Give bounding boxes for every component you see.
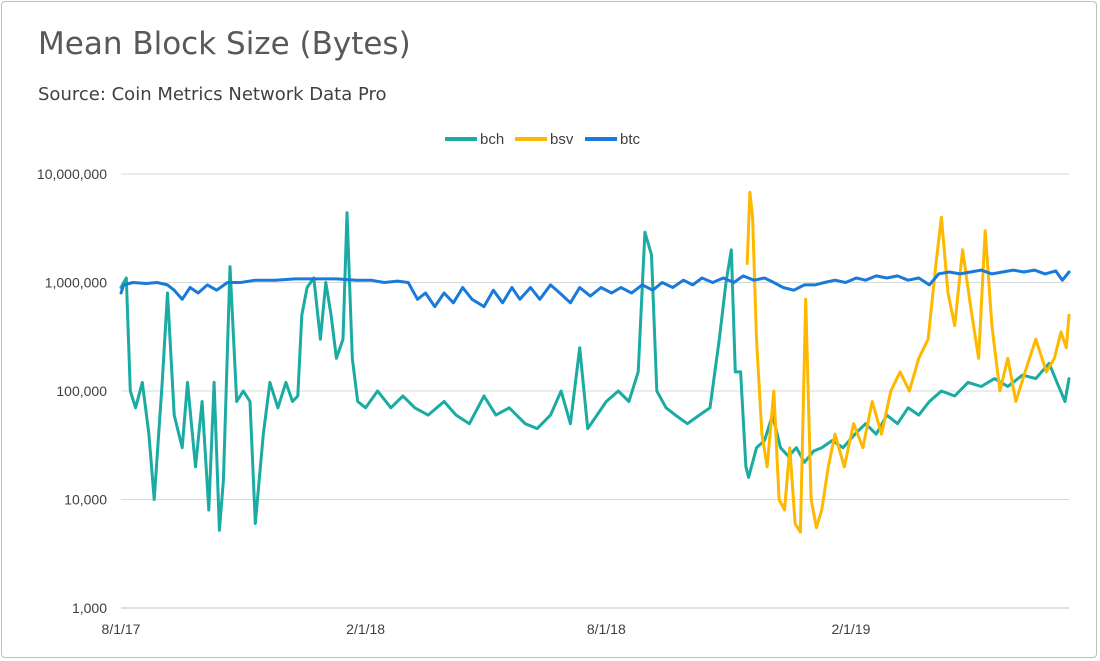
x-axis: 8/1/17 2/1/18 8/1/18 2/1/19: [102, 621, 871, 637]
y-tick-label: 10,000: [64, 492, 107, 508]
series-line-bch: [119, 211, 1071, 532]
chart-subtitle: Source: Coin Metrics Network Data Pro: [38, 84, 387, 105]
legend: bch bsv btc: [445, 131, 641, 148]
y-tick-label: 100,000: [56, 383, 107, 399]
x-tick-label: 2/1/19: [831, 621, 870, 637]
series-lines: [119, 190, 1071, 534]
y-tick-label: 1,000,000: [45, 275, 107, 291]
series-line-bsv: [745, 190, 1071, 534]
legend-label-btc: btc: [620, 131, 641, 148]
x-tick-label: 2/1/18: [346, 621, 385, 637]
grid-lines: [121, 173, 1069, 609]
y-tick-label: 1,000: [72, 600, 107, 616]
x-tick-label: 8/1/18: [587, 621, 626, 637]
legend-label-bsv: bsv: [550, 131, 574, 148]
series-line-btc: [119, 268, 1071, 309]
x-tick-label: 8/1/17: [102, 621, 141, 637]
y-tick-label: 10,000,000: [37, 166, 107, 182]
legend-label-bch: bch: [480, 131, 504, 148]
chart-title: Mean Block Size (Bytes): [38, 26, 411, 62]
y-axis: 1,000 10,000 100,000 1,000,000 10,000,000: [37, 166, 107, 616]
